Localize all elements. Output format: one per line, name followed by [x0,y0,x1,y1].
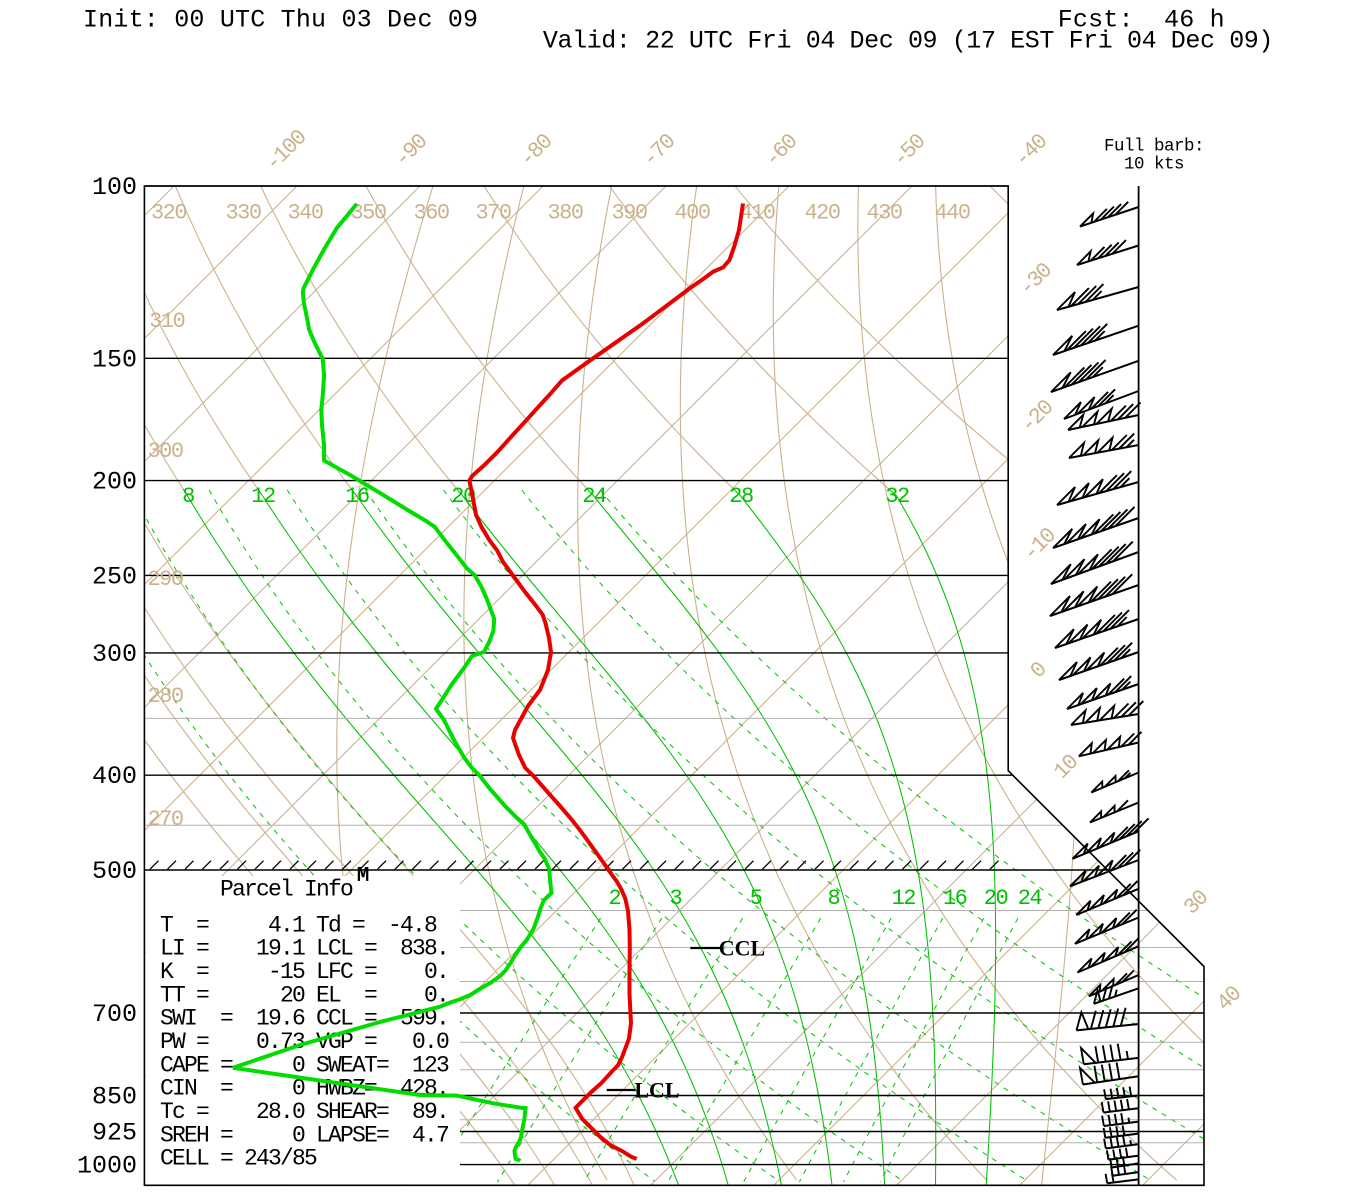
svg-text:370: 370 [475,201,510,226]
svg-text:46 h: 46 h [1164,6,1225,35]
svg-text:Full barb:: Full barb: [1104,137,1204,157]
svg-text:Valid: 22 UTC Fri 04 Dec 09 (1: Valid: 22 UTC Fri 04 Dec 09 (17 EST Fri … [543,27,1273,56]
svg-text:410: 410 [739,201,774,226]
svg-text:Fcst:: Fcst: [1058,6,1134,35]
svg-text:420: 420 [804,201,839,226]
svg-text:280: 280 [147,684,182,709]
svg-text:2: 2 [609,886,621,911]
svg-text:8: 8 [827,886,839,911]
svg-text:32: 32 [885,484,909,509]
svg-text:390: 390 [611,201,646,226]
svg-text:CELL = 243/85: CELL = 243/85 [160,1146,317,1172]
svg-text:M: M [357,865,370,888]
svg-text:Init: 00 UTC Thu 03 Dec 09: Init: 00 UTC Thu 03 Dec 09 [83,6,478,35]
svg-text:330: 330 [225,201,260,226]
svg-text:24: 24 [582,484,607,509]
svg-text:16: 16 [345,484,369,509]
svg-text:500: 500 [92,857,137,886]
svg-text:3: 3 [669,886,681,911]
svg-text:270: 270 [147,807,182,832]
svg-text:CCL: CCL [719,936,765,961]
svg-text:SREH = 0 LAPSE= 4.7: SREH = 0 LAPSE= 4.7 [160,1122,448,1148]
svg-text:850: 850 [92,1083,137,1112]
svg-text:310: 310 [149,309,184,334]
svg-text:LI = 19.1 LCL = 838.: LI = 19.1 LCL = 838. [160,936,448,962]
svg-text:1000: 1000 [77,1152,137,1181]
svg-text:300: 300 [147,439,182,464]
svg-text:430: 430 [866,201,901,226]
svg-text:400: 400 [674,201,709,226]
svg-text:12: 12 [251,484,275,509]
svg-text:Parcel Info: Parcel Info [220,876,353,902]
svg-text:100: 100 [92,173,137,202]
svg-text:CAPE = 0 SWEAT= 123: CAPE = 0 SWEAT= 123 [160,1052,449,1078]
svg-text:300: 300 [92,640,137,669]
svg-text:340: 340 [287,201,322,226]
svg-text:12: 12 [892,886,916,911]
svg-text:150: 150 [92,345,137,374]
svg-text:SWI = 19.6 CCL = 599.: SWI = 19.6 CCL = 599. [160,1006,448,1032]
svg-text:400: 400 [92,762,137,791]
svg-text:16: 16 [943,886,967,911]
svg-text:K = -15 LFC = 0.: K = -15 LFC = 0. [160,959,448,985]
svg-text:700: 700 [92,1000,137,1029]
svg-text:380: 380 [547,201,582,226]
svg-text:925: 925 [92,1119,137,1148]
svg-text:TT = 20 EL = 0.: TT = 20 EL = 0. [160,982,448,1008]
svg-text:5: 5 [750,886,762,911]
svg-text:LCL: LCL [634,1078,679,1103]
svg-text:320: 320 [151,201,186,226]
svg-text:Tc = 28.0 SHEAR= 89.: Tc = 28.0 SHEAR= 89. [160,1099,448,1125]
svg-text:8: 8 [182,484,194,509]
svg-text:290: 290 [147,567,182,592]
svg-text:200: 200 [92,468,137,497]
svg-text:440: 440 [934,201,969,226]
svg-text:10 kts: 10 kts [1124,155,1184,175]
svg-text:T = 4.1 Td = -4.8: T = 4.1 Td = -4.8 [160,912,437,938]
svg-text:28: 28 [729,484,753,509]
svg-text:24: 24 [1018,886,1043,911]
svg-text:360: 360 [413,201,448,226]
svg-text:20: 20 [984,886,1008,911]
svg-text:250: 250 [92,562,137,591]
